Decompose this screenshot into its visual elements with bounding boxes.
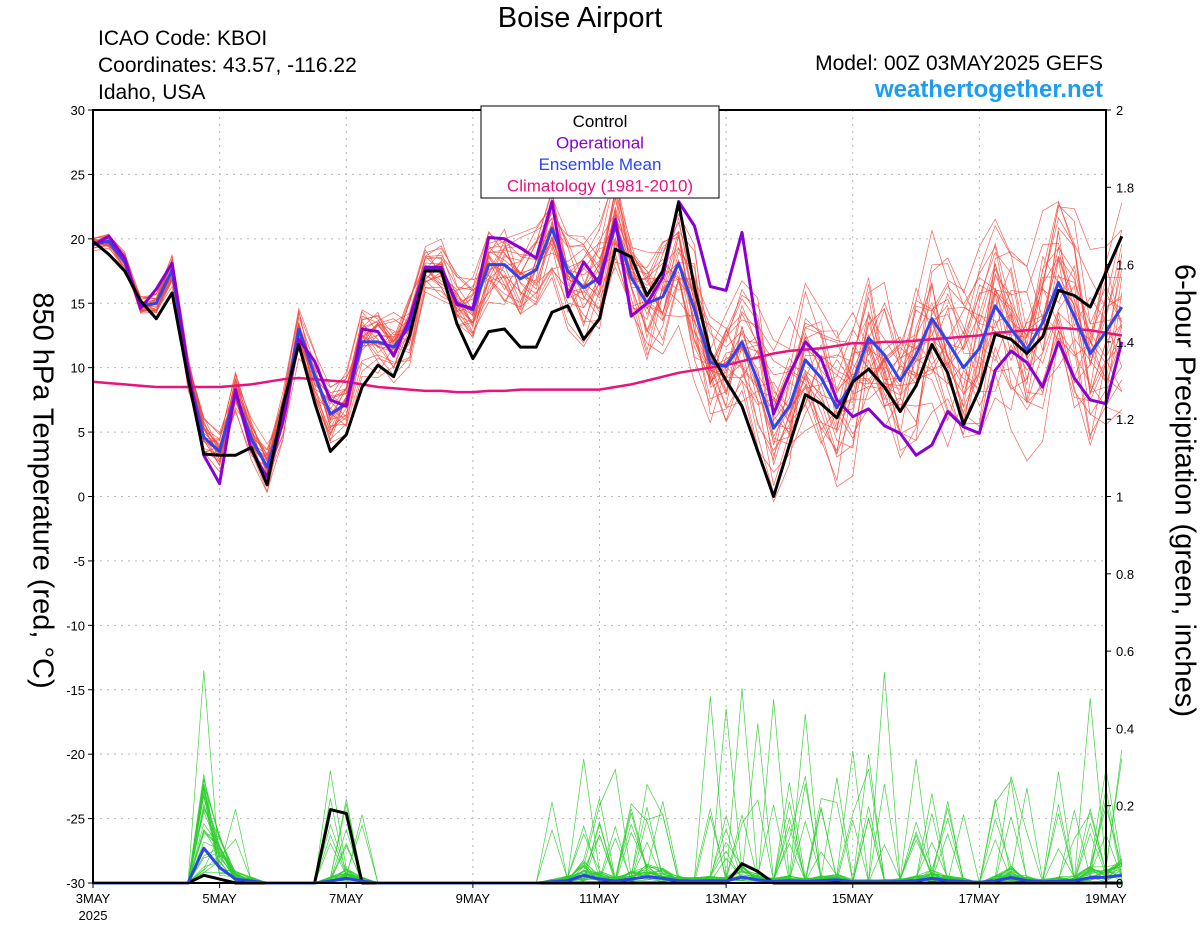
precip-member-line	[93, 784, 1122, 884]
model-run: Model: 00Z 03MAY2025 GEFS	[815, 52, 1103, 75]
x-tick-label: 13MAY	[705, 891, 747, 906]
right-tick-label: 0.8	[1116, 567, 1134, 582]
ensemble-member-line	[92, 233, 1123, 452]
legend-entry: Control	[573, 112, 628, 131]
operational-line	[92, 200, 1124, 486]
x-tick-label: 5MAY	[202, 891, 237, 906]
icao-code: ICAO Code: KBOI	[98, 27, 268, 50]
right-tick-label: 0.6	[1116, 644, 1134, 659]
chart-title: Boise Airport	[497, 2, 663, 34]
x-tick-label: 11MAY	[579, 891, 620, 906]
left-tick-label: 30	[71, 103, 85, 118]
precip-member-line	[93, 804, 1122, 884]
ensemble-member-line	[92, 206, 1123, 473]
left-tick-label: -10	[66, 618, 85, 633]
precip-member-line	[93, 808, 1122, 884]
precip-member-line	[93, 699, 1122, 884]
right-tick-label: 1.2	[1116, 412, 1134, 427]
left-tick-label: -25	[66, 812, 85, 827]
right-tick-label: 0	[1116, 876, 1123, 891]
left-tick-label: 20	[71, 232, 85, 247]
left-tick-label: 25	[71, 167, 85, 182]
right-tick-label: 0.4	[1116, 721, 1134, 736]
legend-entry: Climatology (1981-2010)	[507, 177, 693, 196]
right-tick-label: 1	[1116, 490, 1123, 505]
precip-member-line	[93, 813, 1122, 884]
precip-member-line	[93, 696, 1122, 884]
precip-member-line	[93, 698, 1123, 884]
legend-entry: Operational	[556, 134, 644, 153]
legend: Control Operational Ensemble Mean Climatolo…	[480, 105, 720, 199]
climatology-1981-2010-line	[92, 326, 1123, 394]
left-tick-label: -20	[66, 747, 85, 762]
legend-entry: Ensemble Mean	[539, 155, 662, 174]
precip-member-line	[93, 774, 1122, 884]
right-tick-label: 1.4	[1116, 335, 1134, 350]
control-line	[92, 201, 1124, 498]
left-tick-label: -5	[73, 554, 85, 569]
control-precip-line	[93, 808, 1122, 885]
left-tick-label: 5	[78, 425, 85, 440]
ensemble-member-line	[92, 207, 1123, 493]
precip-member-line	[93, 809, 1122, 884]
left-tick-label: -15	[66, 683, 85, 698]
left-tick-label: 15	[71, 296, 85, 311]
x-tick-label: 7MAY	[329, 891, 364, 906]
x-tick-label: 19MAY	[1085, 891, 1127, 906]
x-tick-year: 2025	[79, 908, 108, 923]
precip-member-line	[93, 784, 1123, 884]
coordinates: Coordinates: 43.57, -116.22	[98, 54, 357, 77]
x-tick-label: 9MAY	[456, 891, 491, 906]
site-name[interactable]: weathertogether.net	[874, 76, 1103, 103]
ensemble-member-line	[92, 189, 1123, 495]
right-tick-label: 1.6	[1116, 258, 1134, 273]
precip-member-line	[93, 768, 1123, 884]
x-tick-label: 15MAY	[832, 891, 874, 906]
region: Idaho, USA	[98, 81, 206, 104]
precip-member-line	[93, 776, 1123, 884]
right-tick-label: 0.2	[1116, 799, 1134, 814]
right-tick-label: 2	[1116, 103, 1123, 118]
precip-member-line	[93, 787, 1122, 884]
precip-member-line	[93, 788, 1123, 884]
x-tick-label: 3MAY	[76, 891, 111, 906]
left-tick-label: 10	[71, 361, 85, 376]
precip-member-line	[93, 783, 1122, 884]
left-tick-label: -30	[66, 876, 85, 891]
x-tick-label: 17MAY	[959, 891, 1001, 906]
right-tick-label: 1.8	[1116, 180, 1134, 195]
left-tick-label: 0	[78, 490, 85, 505]
